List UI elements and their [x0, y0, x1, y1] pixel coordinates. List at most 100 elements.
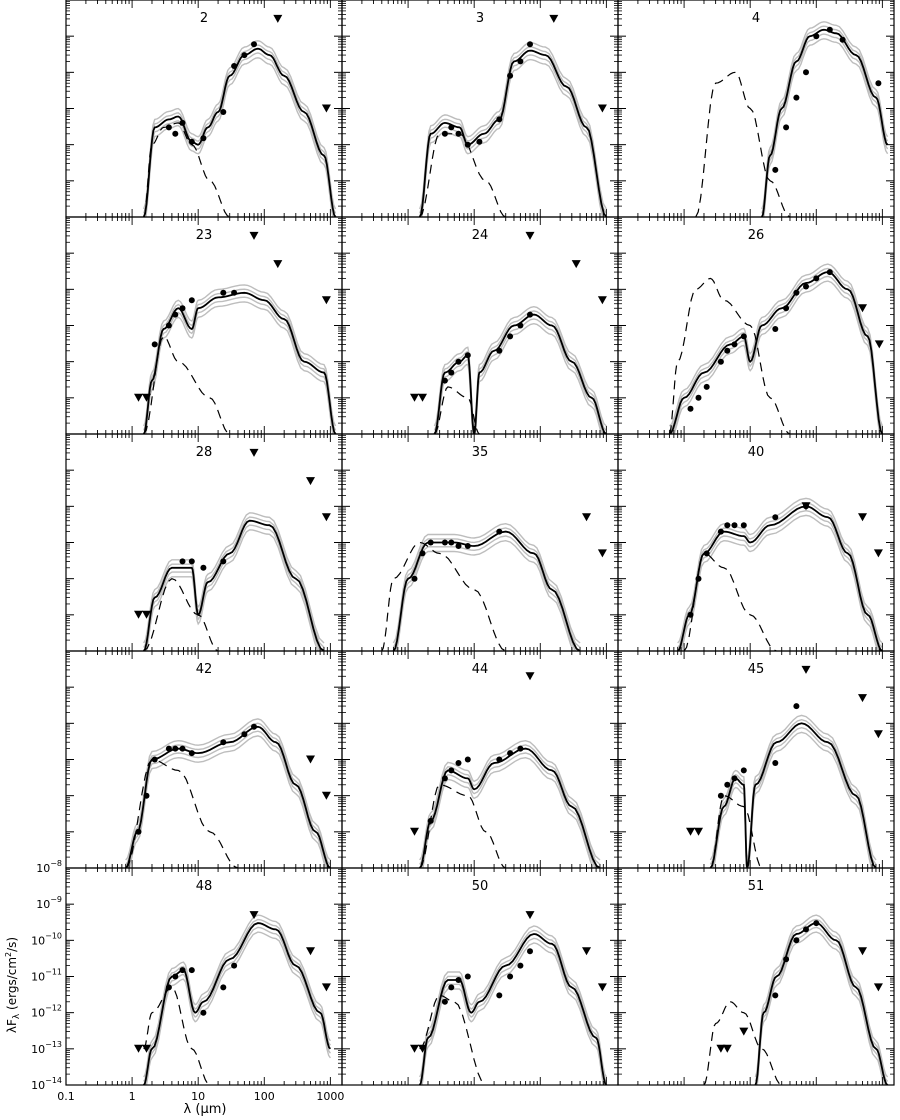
sed-panel-24: 24: [341, 216, 619, 435]
sed-panel-35: 35: [341, 433, 619, 652]
panel-plot-area: [134, 231, 337, 434]
alternate-model-curve: [422, 756, 595, 868]
sed-panel-28: 28: [65, 433, 343, 652]
alternate-model-curve: [673, 280, 881, 434]
panel-plot-area: [703, 914, 889, 1085]
y-tick-base: 10: [31, 971, 45, 984]
upper-limit-marker: [874, 340, 884, 349]
upper-limit-marker: [739, 1027, 749, 1036]
upper-limit-marker: [597, 983, 607, 992]
y-tick-exponent: −14: [45, 1076, 62, 1085]
upper-limit-marker: [142, 610, 151, 619]
photometry-point: [813, 920, 820, 927]
alternate-model-curve: [419, 739, 601, 861]
panel-plot-area: [381, 513, 607, 651]
x-tick-label: 1000: [316, 1090, 344, 1103]
photometry-point: [507, 973, 514, 980]
photometry-point: [783, 124, 790, 131]
alternate-model-curve: [143, 512, 325, 644]
alternate-model-curve: [392, 527, 581, 648]
upper-limit-marker: [525, 672, 535, 681]
alternate-model-curve: [433, 310, 607, 431]
photometry-point: [507, 72, 514, 79]
upper-limit-marker: [525, 231, 535, 240]
panel-frame: [341, 433, 619, 652]
y-axis-label-sub: λ: [12, 1013, 22, 1019]
photometry-point: [241, 731, 248, 738]
best-fit-model-curve: [392, 530, 581, 651]
panel-plot-area: [410, 231, 607, 434]
photometry-point: [731, 775, 738, 782]
photometry-point: [231, 289, 238, 296]
sed-panel-40: 40: [617, 433, 895, 652]
photometry-point: [241, 52, 248, 59]
alternate-model-curve: [677, 497, 883, 644]
y-tick-exponent: −9: [50, 895, 62, 904]
y-tick-base: 10: [31, 1079, 45, 1092]
upper-limit-marker: [597, 104, 607, 113]
alternate-model-curve: [709, 714, 877, 861]
panel-frame: [65, 433, 343, 652]
upper-limit-marker: [525, 911, 535, 920]
panel-label: 40: [748, 445, 765, 460]
photometry-point: [496, 756, 503, 763]
photometry-point: [455, 977, 462, 983]
panel-frame: [617, 0, 895, 218]
photometry-point: [165, 984, 172, 991]
panel-frame: [617, 216, 895, 435]
photometry-point: [172, 745, 179, 752]
photometry-point: [496, 116, 503, 123]
photometry-point: [151, 756, 158, 763]
photometry-point: [793, 289, 800, 296]
panel-label: 35: [472, 445, 489, 460]
sed-panel-42: 42: [65, 650, 343, 869]
photometry-point: [231, 63, 238, 69]
upper-limit-marker: [858, 513, 867, 522]
photometry-point: [448, 767, 455, 774]
photometry-point: [179, 745, 186, 752]
alternate-model-curve: [143, 284, 337, 427]
y-tick-label: 10−9: [36, 895, 62, 911]
alternate-model-curve: [709, 718, 877, 865]
best-fit-model-curve: [418, 747, 601, 868]
alternate-model-curve: [144, 926, 331, 1085]
photometry-point: [188, 297, 195, 304]
photometry-point: [441, 775, 448, 782]
photometry-point: [527, 41, 533, 48]
panel-frame: [65, 867, 343, 1086]
panel-label: 24: [472, 228, 489, 243]
photometry-point: [717, 528, 724, 535]
photometry-point: [803, 926, 809, 933]
photometry-point: [455, 358, 462, 365]
photometry-point: [448, 984, 455, 991]
best-fit-model-curve: [142, 291, 337, 434]
photometry-point: [455, 130, 462, 137]
photometry-point: [179, 967, 186, 974]
photometry-point: [724, 522, 731, 529]
photosphere-curve: [433, 386, 480, 434]
photometry-point: [875, 80, 882, 87]
photometry-point: [464, 141, 471, 148]
panel-label: 45: [748, 662, 765, 677]
photometry-point: [687, 405, 694, 412]
photometry-point: [517, 745, 524, 752]
photometry-point: [411, 575, 418, 582]
photometry-point: [188, 558, 195, 565]
photometry-point: [455, 543, 462, 549]
y-tick-exponent: −11: [45, 968, 62, 977]
upper-limit-marker: [801, 665, 811, 674]
panel-frame: [617, 650, 895, 869]
photometry-point: [231, 962, 238, 969]
alternate-model-curve: [679, 509, 880, 651]
panel-label: 44: [472, 662, 489, 677]
alternate-model-curve: [754, 914, 889, 1078]
upper-limit-marker: [134, 393, 143, 402]
alternate-model-curve: [143, 918, 331, 1082]
photometry-point: [783, 956, 790, 963]
photosphere-curve: [683, 552, 777, 651]
upper-limit-marker: [873, 730, 883, 739]
photometry-point: [826, 269, 833, 276]
x-tick-label: 10: [191, 1090, 205, 1103]
photometry-point: [419, 550, 426, 557]
